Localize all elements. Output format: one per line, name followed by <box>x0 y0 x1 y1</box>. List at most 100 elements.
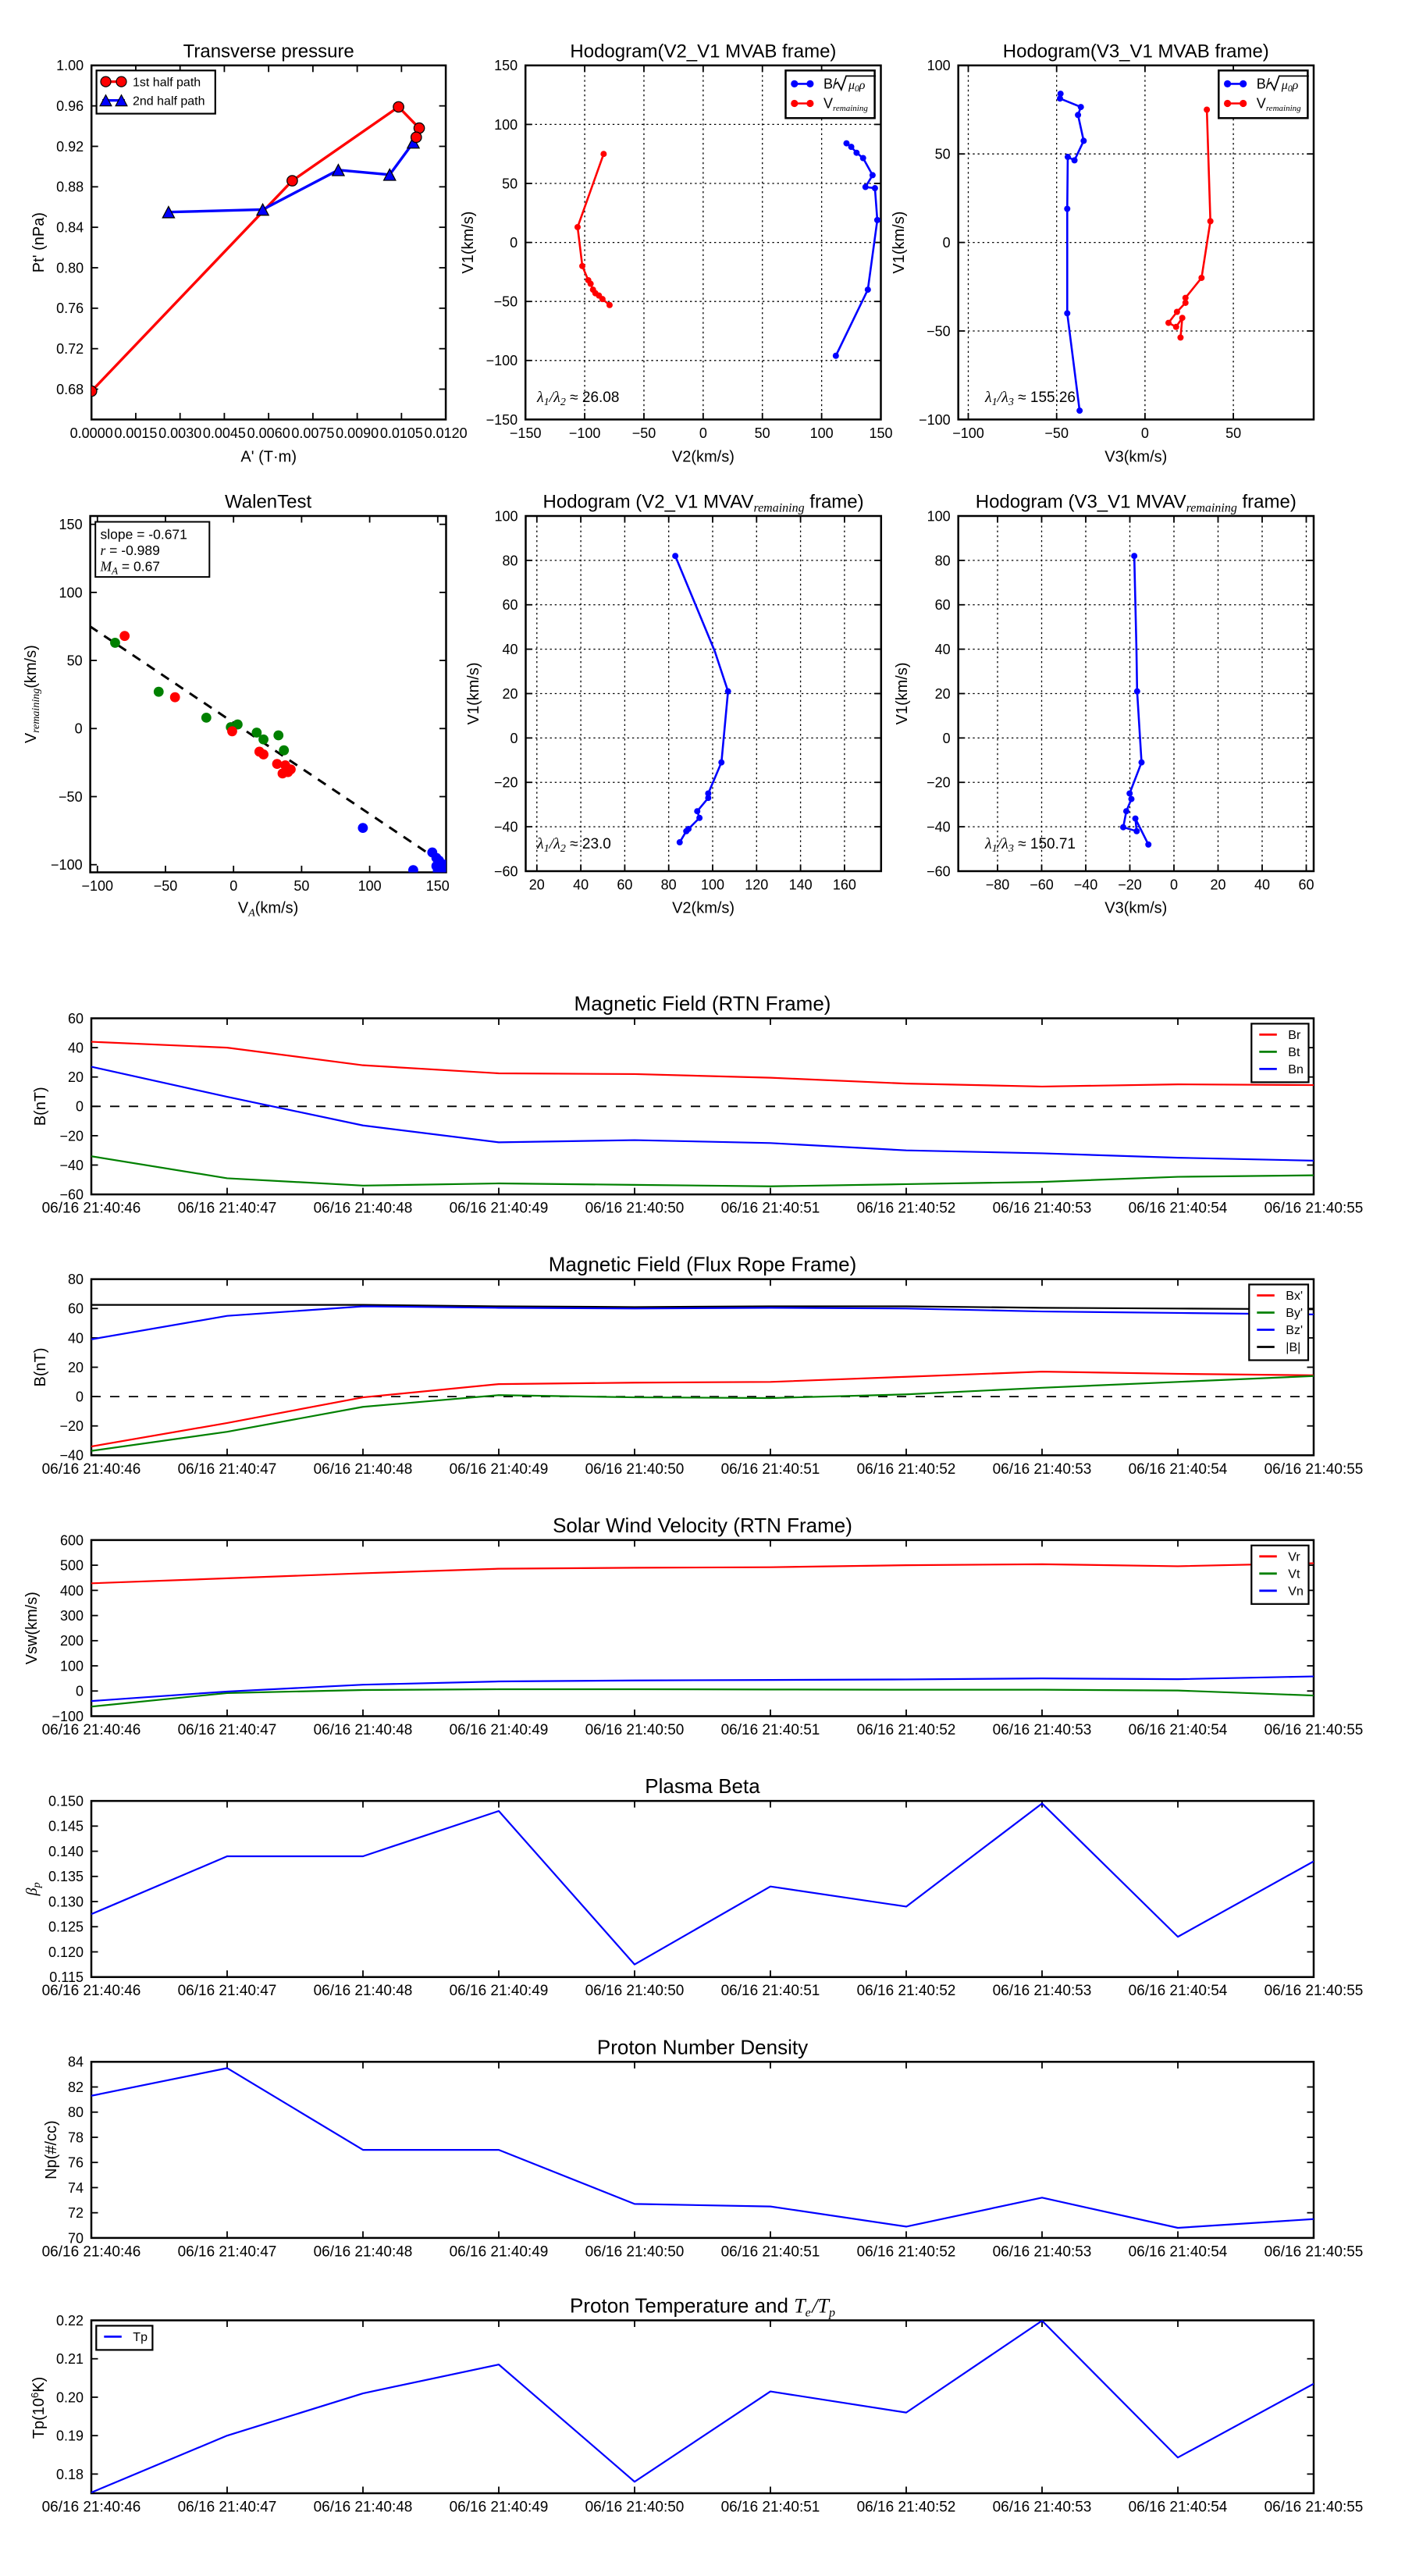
svg-text:06/16 21:40:55: 06/16 21:40:55 <box>1264 2243 1364 2260</box>
svg-text:r = -0.989: r = -0.989 <box>101 543 160 558</box>
svg-text:60: 60 <box>1298 877 1314 893</box>
svg-text:06/16 21:40:51: 06/16 21:40:51 <box>721 1201 820 1217</box>
svg-text:Solar Wind Velocity (RTN Frame: Solar Wind Velocity (RTN Frame) <box>553 1514 852 1537</box>
svg-text:A' (T·m): A' (T·m) <box>240 449 297 466</box>
svg-text:50: 50 <box>67 653 83 669</box>
svg-text:B/: B/ <box>823 76 837 91</box>
svg-text:0.76: 0.76 <box>56 301 84 316</box>
svg-text:Plasma Beta: Plasma Beta <box>645 1774 760 1798</box>
svg-text:06/16 21:40:51: 06/16 21:40:51 <box>721 2243 820 2260</box>
svg-text:0: 0 <box>510 731 518 746</box>
svg-text:0.135: 0.135 <box>48 1869 84 1884</box>
svg-text:06/16 21:40:46: 06/16 21:40:46 <box>42 2243 141 2260</box>
svg-text:06/16 21:40:50: 06/16 21:40:50 <box>585 2243 685 2260</box>
svg-text:20: 20 <box>68 1069 84 1085</box>
svg-text:06/16 21:40:51: 06/16 21:40:51 <box>721 1983 820 1999</box>
svg-text:0.145: 0.145 <box>48 1819 84 1834</box>
svg-text:0.0060: 0.0060 <box>247 425 290 441</box>
svg-text:−50: −50 <box>494 294 518 310</box>
svg-text:Vsw(km/s): Vsw(km/s) <box>23 1592 41 1664</box>
svg-text:06/16 21:40:54: 06/16 21:40:54 <box>1129 1201 1228 1217</box>
svg-text:V1(km/s): V1(km/s) <box>460 212 477 274</box>
svg-text:−60: −60 <box>927 863 951 879</box>
svg-text:60: 60 <box>935 597 951 613</box>
svg-text:72: 72 <box>68 2205 84 2221</box>
svg-text:1st half path: 1st half path <box>133 76 201 90</box>
svg-text:20: 20 <box>1210 877 1225 893</box>
svg-text:0.0120: 0.0120 <box>425 425 468 441</box>
svg-text:V2(km/s): V2(km/s) <box>672 449 735 466</box>
svg-text:06/16 21:40:51: 06/16 21:40:51 <box>721 1461 820 1478</box>
svg-text:−150: −150 <box>510 425 542 441</box>
svg-text:150: 150 <box>869 425 892 441</box>
svg-text:500: 500 <box>60 1558 84 1574</box>
svg-text:06/16 21:40:46: 06/16 21:40:46 <box>42 1983 141 1999</box>
svg-text:0.0075: 0.0075 <box>291 425 334 441</box>
svg-text:−20: −20 <box>59 1418 84 1434</box>
svg-text:Hodogram (V3_V1 MVAVremaining: Hodogram (V3_V1 MVAVremaining frame) <box>976 492 1297 515</box>
svg-text:0: 0 <box>229 878 237 894</box>
svg-text:Hodogram (V2_V1 MVAVremaining: Hodogram (V2_V1 MVAVremaining frame) <box>543 492 864 515</box>
svg-text:−100: −100 <box>569 425 601 441</box>
svg-text:06/16 21:40:53: 06/16 21:40:53 <box>993 1983 1092 1999</box>
svg-text:76: 76 <box>68 2155 84 2171</box>
svg-text:06/16 21:40:51: 06/16 21:40:51 <box>721 2500 820 2516</box>
svg-text:06/16 21:40:53: 06/16 21:40:53 <box>993 2500 1092 2516</box>
svg-text:06/16 21:40:54: 06/16 21:40:54 <box>1129 2500 1228 2516</box>
svg-text:λ1/λ2 ≈ 26.08: λ1/λ2 ≈ 26.08 <box>536 389 619 408</box>
svg-text:80: 80 <box>661 877 677 893</box>
svg-text:−50: −50 <box>632 425 656 441</box>
svg-text:0: 0 <box>1170 877 1178 893</box>
svg-text:06/16 21:40:46: 06/16 21:40:46 <box>42 2500 141 2516</box>
svg-text:0.0000: 0.0000 <box>70 425 113 441</box>
svg-text:0.21: 0.21 <box>56 2351 84 2367</box>
svg-text:06/16 21:40:47: 06/16 21:40:47 <box>178 2500 277 2516</box>
svg-text:−60: −60 <box>494 863 518 879</box>
svg-text:Pt' (nPa): Pt' (nPa) <box>30 212 48 272</box>
svg-text:Vremaining(km/s): Vremaining(km/s) <box>23 645 42 743</box>
svg-text:06/16 21:40:52: 06/16 21:40:52 <box>857 1722 956 1738</box>
svg-text:06/16 21:40:47: 06/16 21:40:47 <box>178 1201 277 1217</box>
svg-text:150: 150 <box>494 58 518 73</box>
svg-text:06/16 21:40:50: 06/16 21:40:50 <box>585 1722 685 1738</box>
svg-text:0.140: 0.140 <box>48 1844 84 1859</box>
svg-text:0.22: 0.22 <box>56 2313 84 2329</box>
svg-text:0.72: 0.72 <box>56 341 84 357</box>
svg-text:80: 80 <box>935 553 951 568</box>
svg-text:50: 50 <box>502 176 518 191</box>
svg-text:−50: −50 <box>927 323 951 339</box>
svg-text:−80: −80 <box>986 877 1010 893</box>
svg-text:Vr: Vr <box>1288 1550 1300 1564</box>
svg-text:06/16 21:40:47: 06/16 21:40:47 <box>178 1461 277 1478</box>
svg-text:0.0015: 0.0015 <box>114 425 157 441</box>
svg-text:20: 20 <box>502 686 518 702</box>
svg-text:40: 40 <box>935 642 951 657</box>
svg-text:82: 82 <box>68 2080 84 2095</box>
svg-text:Np(#/cc): Np(#/cc) <box>43 2120 60 2179</box>
svg-text:06/16 21:40:46: 06/16 21:40:46 <box>42 1722 141 1738</box>
svg-text:06/16 21:40:54: 06/16 21:40:54 <box>1129 1461 1228 1478</box>
svg-text:160: 160 <box>833 877 856 893</box>
svg-text:Proton Temperature and Te/Tp: Proton Temperature and Te/Tp <box>570 2294 835 2320</box>
svg-text:400: 400 <box>60 1583 84 1599</box>
svg-text:0: 0 <box>1141 425 1149 441</box>
svg-text:100: 100 <box>59 585 83 600</box>
svg-text:40: 40 <box>573 877 589 893</box>
svg-text:−40: −40 <box>927 820 951 835</box>
svg-text:By': By' <box>1286 1307 1303 1320</box>
svg-text:0.80: 0.80 <box>56 260 84 276</box>
svg-text:50: 50 <box>1225 425 1241 441</box>
svg-text:06/16 21:40:54: 06/16 21:40:54 <box>1129 1983 1228 1999</box>
svg-text:40: 40 <box>68 1330 84 1346</box>
svg-text:−40: −40 <box>494 820 518 835</box>
svg-text:slope = -0.671: slope = -0.671 <box>101 527 187 543</box>
svg-text:06/16 21:40:55: 06/16 21:40:55 <box>1264 1983 1364 1999</box>
svg-text:20: 20 <box>68 1360 84 1375</box>
svg-text:06/16 21:40:49: 06/16 21:40:49 <box>450 1461 549 1478</box>
svg-text:−100: −100 <box>486 353 518 368</box>
svg-text:100: 100 <box>810 425 834 441</box>
svg-text:60: 60 <box>68 1011 84 1026</box>
svg-text:06/16 21:40:49: 06/16 21:40:49 <box>450 2243 549 2260</box>
svg-text:84: 84 <box>68 2055 84 2070</box>
svg-text:V3(km/s): V3(km/s) <box>1104 900 1167 917</box>
